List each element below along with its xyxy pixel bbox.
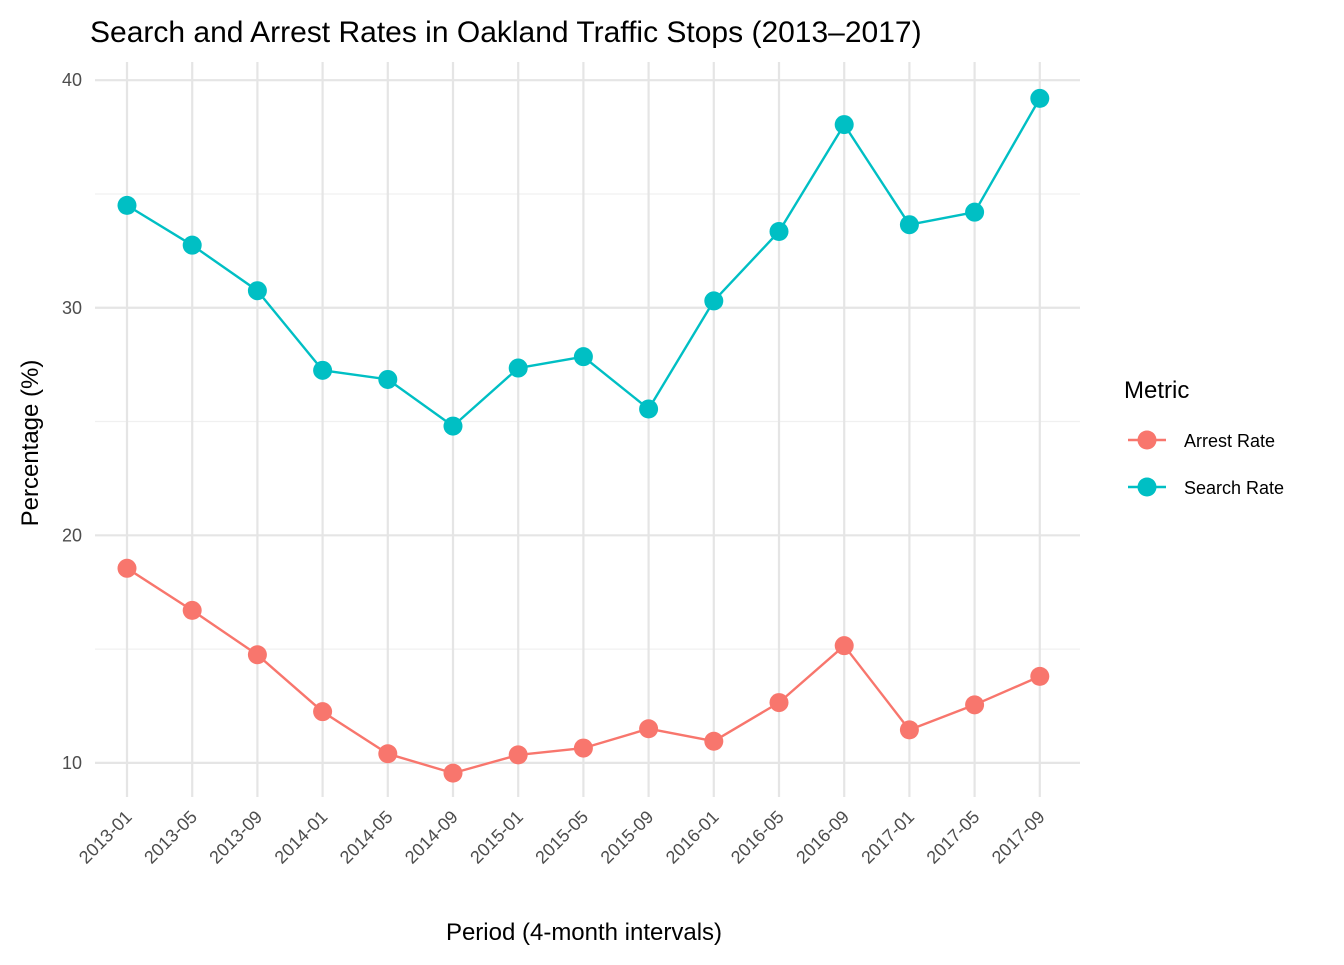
x-axis-ticks: 2013-01 2013-05 2013-09 2014-01 2014-05 2014-…	[75, 807, 1049, 868]
data-point	[573, 347, 593, 367]
series-layer	[117, 88, 1050, 783]
data-point	[247, 281, 267, 301]
data-point	[1030, 88, 1050, 108]
x-tick-label: 2016-01	[662, 807, 723, 868]
x-tick-label: 2015-01	[466, 807, 527, 868]
x-tick-label: 2013-05	[140, 807, 201, 868]
legend-key: Arrest Rate	[1128, 430, 1275, 451]
x-tick-label: 2015-05	[531, 807, 592, 868]
x-tick-label: 2013-01	[75, 807, 136, 868]
data-point	[834, 115, 854, 135]
data-point	[313, 360, 333, 380]
data-point	[769, 693, 789, 713]
data-point	[378, 369, 398, 389]
y-tick-label: 30	[62, 298, 82, 318]
legend-label: Arrest Rate	[1184, 431, 1275, 451]
data-point	[834, 636, 854, 656]
series-arrest-rate	[117, 558, 1050, 783]
data-point	[965, 695, 985, 715]
x-tick-label: 2016-05	[727, 807, 788, 868]
legend-title: Metric	[1124, 377, 1189, 404]
legend-key: Search Rate	[1128, 477, 1284, 498]
legend-label: Search Rate	[1184, 478, 1284, 498]
data-point	[704, 731, 724, 751]
x-tick-label: 2014-09	[401, 807, 462, 868]
data-point	[1030, 666, 1050, 686]
data-point	[508, 358, 528, 378]
data-point	[117, 558, 137, 578]
data-point	[182, 600, 202, 620]
x-tick-label: 2017-01	[857, 807, 918, 868]
legend-key-marker	[1137, 430, 1157, 450]
data-point	[443, 763, 463, 783]
data-point	[965, 202, 985, 222]
x-tick-label: 2016-09	[792, 807, 853, 868]
y-axis-title: Percentage (%)	[17, 360, 44, 527]
data-point	[573, 738, 593, 758]
grid	[95, 62, 1080, 797]
data-point	[899, 720, 919, 740]
data-point	[443, 416, 463, 436]
data-point	[899, 215, 919, 235]
x-tick-label: 2013-09	[205, 807, 266, 868]
data-point	[313, 702, 333, 722]
y-tick-label: 10	[62, 753, 82, 773]
chart-title: Search and Arrest Rates in Oakland Traff…	[90, 16, 922, 49]
x-tick-label: 2014-01	[271, 807, 332, 868]
data-point	[769, 222, 789, 242]
x-tick-label: 2015-09	[597, 807, 658, 868]
data-point	[639, 719, 659, 739]
data-point	[378, 744, 398, 764]
x-tick-label: 2017-05	[923, 807, 984, 868]
data-point	[182, 235, 202, 255]
data-point	[704, 291, 724, 311]
x-axis-title: Period (4-month intervals)	[446, 919, 722, 946]
legend-items: Arrest Rate Search Rate	[1128, 430, 1284, 498]
data-point	[508, 745, 528, 765]
data-point	[639, 399, 659, 419]
x-tick-label: 2017-09	[988, 807, 1049, 868]
y-tick-label: 40	[62, 70, 82, 90]
legend: Metric Arrest Rate Search Rate	[1124, 377, 1284, 498]
y-tick-label: 20	[62, 525, 82, 545]
y-axis-ticks: 10 20 30 40	[62, 70, 82, 773]
x-tick-label: 2014-05	[336, 807, 397, 868]
data-point	[117, 195, 137, 215]
series-search-rate	[117, 88, 1050, 436]
legend-key-marker	[1137, 477, 1157, 497]
data-point	[247, 645, 267, 665]
